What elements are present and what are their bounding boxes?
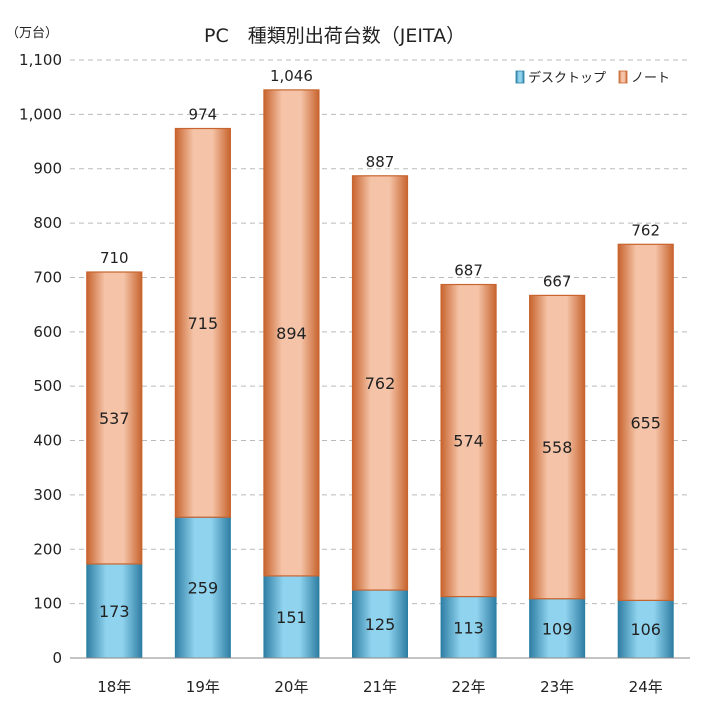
bar-desktop: [174, 516, 231, 659]
total-label: 1,046: [270, 67, 313, 85]
total-label: 762: [631, 221, 660, 239]
y-tick-label: 300: [33, 486, 62, 504]
legend-label-desktop: デスクトップ: [528, 70, 606, 86]
total-label: 687: [454, 262, 483, 280]
bar-note: [263, 89, 320, 577]
x-tick-label: 21年: [363, 678, 397, 696]
bar-desktop: [617, 599, 674, 659]
bar-note: [174, 127, 231, 518]
bar-desktop: [529, 598, 586, 659]
bar-desktop: [263, 575, 320, 659]
legend: デスクトップ ノート: [515, 70, 670, 86]
bar-note: [351, 175, 409, 591]
y-tick-label: 100: [33, 595, 62, 613]
y-tick-label: 400: [33, 432, 62, 450]
y-tick-label: 800: [33, 214, 62, 232]
data-label-desktop: 151: [276, 608, 307, 627]
data-label-note: 537: [99, 409, 130, 428]
data-label-desktop: 125: [365, 615, 396, 634]
y-tick-label: 0: [52, 649, 62, 667]
x-tick-label: 23年: [540, 678, 574, 696]
y-unit-label: （万台）: [6, 26, 58, 41]
total-label: 667: [543, 272, 572, 290]
x-tick-label: 22年: [452, 678, 486, 696]
data-label-note: 655: [630, 413, 661, 432]
legend-swatch-note: [618, 70, 628, 84]
data-label-note: 574: [453, 432, 484, 451]
bars: [86, 89, 674, 659]
x-axis: 18年 19年 20年 21年 22年 23年 24年: [70, 657, 690, 696]
bar-note: [86, 271, 143, 565]
bar-note: [440, 283, 497, 598]
x-tick-label: 18年: [97, 678, 131, 696]
data-label-desktop: 113: [453, 618, 484, 637]
x-tick-label: 20年: [274, 678, 308, 696]
y-tick-label: 1,100: [19, 51, 62, 69]
data-label-note: 762: [365, 374, 396, 393]
chart-title: PC 種類別出荷台数（JEITA）: [204, 25, 465, 47]
y-axis: 0 100 200 300 400 500 600 700 800 900 1,000 1,100: [19, 51, 62, 667]
data-label-note: 715: [188, 314, 219, 333]
data-label-desktop: 259: [188, 579, 219, 598]
bar-note: [617, 243, 674, 601]
bar-note: [529, 294, 586, 600]
y-tick-label: 200: [33, 540, 62, 558]
bar-desktop: [440, 596, 497, 659]
total-label: 887: [366, 153, 395, 171]
x-tick-label: 19年: [186, 678, 220, 696]
y-tick-label: 900: [33, 160, 62, 178]
bar-desktop: [86, 563, 143, 659]
y-tick-label: 700: [33, 268, 62, 286]
legend-label-note: ノート: [631, 71, 670, 86]
data-label-desktop: 173: [99, 602, 130, 621]
y-tick-label: 500: [33, 377, 62, 395]
data-label-note: 558: [542, 438, 573, 457]
data-labels: 173 537 710 259 715 974 151 894 1,046 125 762 887 11…: [99, 67, 661, 639]
total-label: 710: [100, 249, 129, 267]
x-tick-label: 24年: [629, 678, 663, 696]
total-label: 974: [189, 105, 218, 123]
legend-swatch-desktop: [515, 70, 525, 84]
data-label-desktop: 109: [542, 619, 573, 638]
y-tick-label: 600: [33, 323, 62, 341]
data-label-desktop: 106: [630, 620, 661, 639]
y-tick-label: 1,000: [19, 105, 62, 123]
data-label-note: 894: [276, 324, 307, 343]
